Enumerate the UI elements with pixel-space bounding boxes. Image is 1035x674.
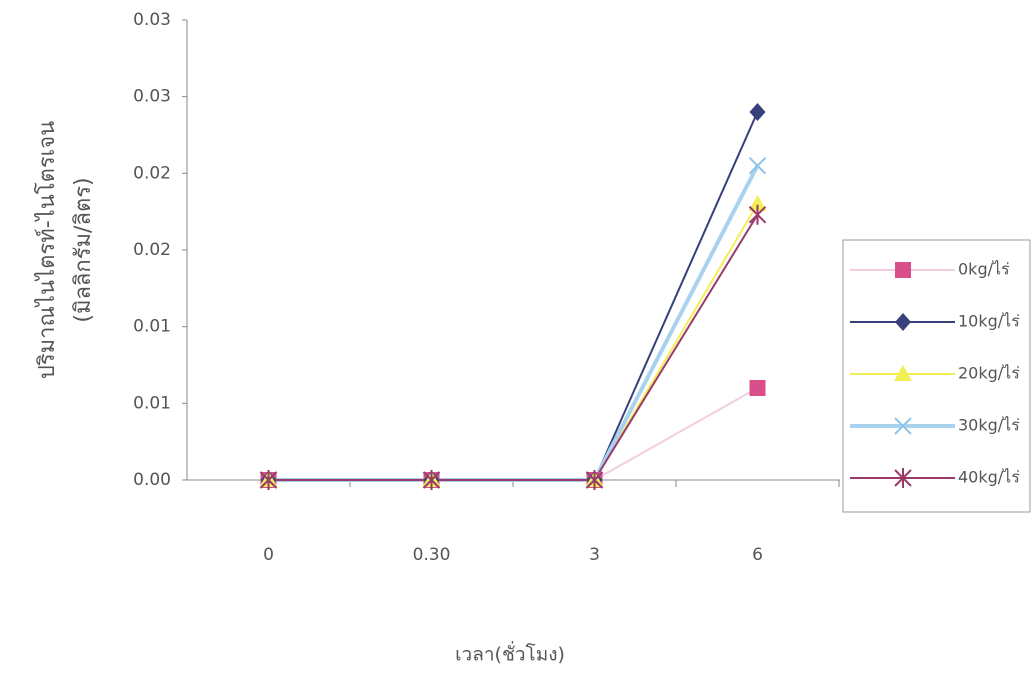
series-line <box>268 111 759 481</box>
legend-label: 20kg/ไร่ <box>958 364 1020 383</box>
marker <box>748 204 767 225</box>
legend-label: 40kg/ไร่ <box>958 468 1020 487</box>
legend-label: 0kg/ไร่ <box>958 260 1010 279</box>
marker <box>422 470 441 490</box>
x-tick-label: 0 <box>263 545 274 565</box>
series-line <box>268 387 758 481</box>
series-line <box>268 164 760 482</box>
y-tick-label: 0.00 <box>133 470 171 490</box>
series-line <box>268 214 759 481</box>
marker <box>894 468 912 488</box>
x-axis-title: เวลา(ชั่วโมง) <box>455 641 565 666</box>
marker <box>895 313 911 331</box>
legend: 0kg/ไร่ 10kg/ไร่ 20kg/ไร่ 30kg/ไร่ 40kg/ไร่ <box>850 260 1020 488</box>
y-title-line: ปริมาณไนไตรท์-ไนโตรเจน <box>34 121 60 379</box>
marker <box>749 103 766 121</box>
marker <box>585 470 604 490</box>
legend-label: 30kg/ไร่ <box>958 416 1020 435</box>
y-tick-label: 0.02 <box>133 163 171 183</box>
x-tick-label: 6 <box>752 545 763 565</box>
y-title-line: (มิลลิกรัม/ลิตร) <box>71 177 96 322</box>
x-tick-label: 3 <box>589 545 600 565</box>
legend-label: 10kg/ไร่ <box>958 312 1020 331</box>
y-tick-label: 0.03 <box>133 87 171 107</box>
y-tick-label: 0.01 <box>133 317 171 337</box>
y-tick-label: 0.02 <box>133 240 171 260</box>
y-tick-label: 0.03 <box>133 10 171 30</box>
marker <box>894 365 912 381</box>
marker <box>259 470 278 490</box>
x-tick-label: 0.30 <box>413 545 451 565</box>
y-axis-title: ปริมาณไนไตรท์-ไนโตรเจน (มิลลิกรัม/ลิตร) <box>34 121 96 379</box>
marker <box>894 417 912 435</box>
marker <box>749 380 766 396</box>
y-tick-label: 0.01 <box>133 393 171 413</box>
legend-box <box>842 239 1031 513</box>
series-line <box>268 203 759 481</box>
marker <box>748 195 767 211</box>
marker <box>748 156 767 175</box>
marker <box>895 262 911 278</box>
